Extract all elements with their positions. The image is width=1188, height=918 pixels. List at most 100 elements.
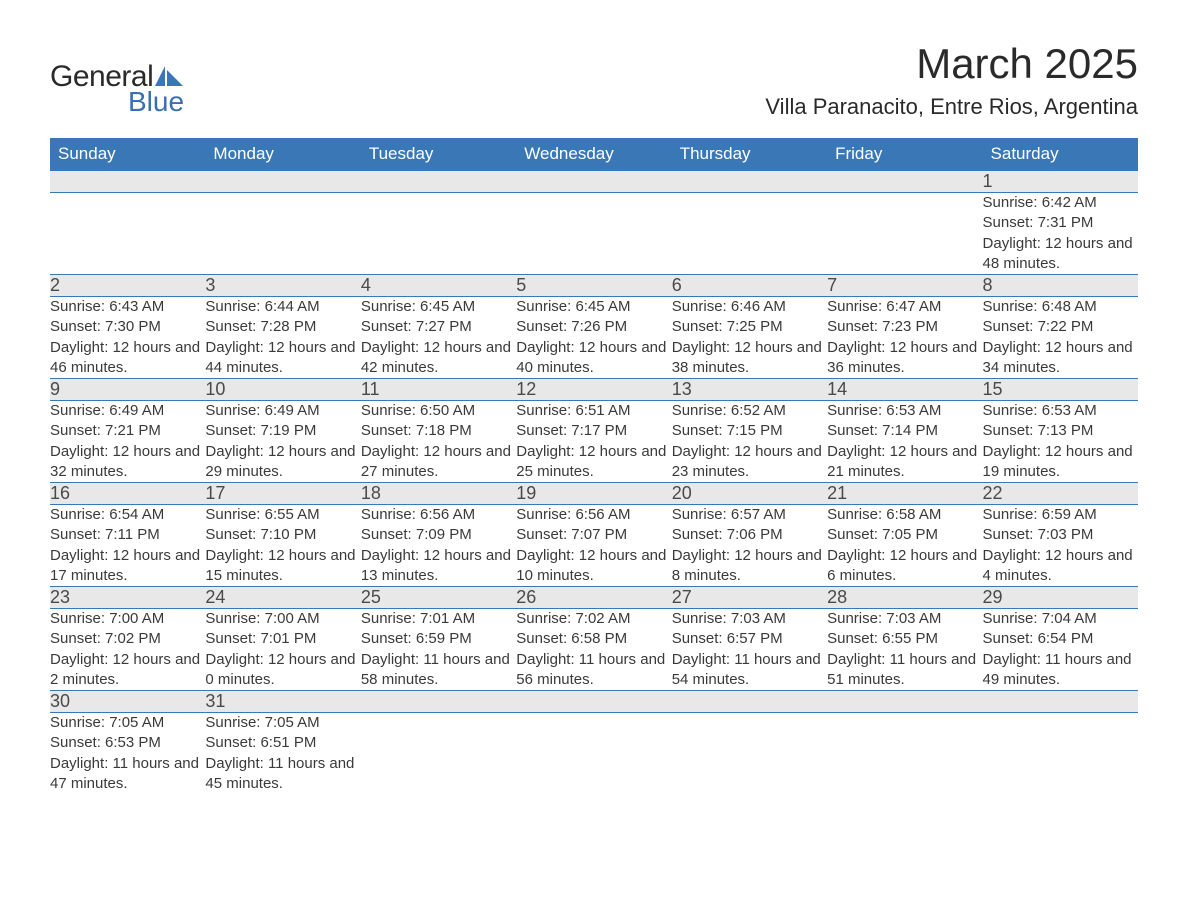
day-number-cell: 2 bbox=[50, 275, 205, 297]
day-number-cell: 28 bbox=[827, 587, 982, 609]
day-data-cell: Sunrise: 6:49 AMSunset: 7:21 PMDaylight:… bbox=[50, 401, 205, 483]
day-number-cell bbox=[361, 171, 516, 193]
day-data-row: Sunrise: 6:54 AMSunset: 7:11 PMDaylight:… bbox=[50, 505, 1138, 587]
day-data-row: Sunrise: 6:42 AMSunset: 7:31 PMDaylight:… bbox=[50, 193, 1138, 275]
day-data-cell: Sunrise: 6:50 AMSunset: 7:18 PMDaylight:… bbox=[361, 401, 516, 483]
day-number-cell: 19 bbox=[516, 483, 671, 505]
day-data-cell: Sunrise: 6:42 AMSunset: 7:31 PMDaylight:… bbox=[983, 193, 1138, 275]
day-number-cell: 25 bbox=[361, 587, 516, 609]
day-number-cell: 21 bbox=[827, 483, 982, 505]
day-data-cell: Sunrise: 7:04 AMSunset: 6:54 PMDaylight:… bbox=[983, 609, 1138, 691]
day-data-cell bbox=[983, 713, 1138, 795]
day-number-cell: 8 bbox=[983, 275, 1138, 297]
day-number-row: 23242526272829 bbox=[50, 587, 1138, 609]
page-header: General Blue March 2025 Villa Paranacito… bbox=[50, 40, 1138, 120]
day-data-cell: Sunrise: 7:00 AMSunset: 7:01 PMDaylight:… bbox=[205, 609, 360, 691]
day-data-cell: Sunrise: 6:53 AMSunset: 7:13 PMDaylight:… bbox=[983, 401, 1138, 483]
weekday-header: Saturday bbox=[983, 138, 1138, 171]
day-data-cell bbox=[361, 713, 516, 795]
day-data-cell bbox=[672, 713, 827, 795]
day-number-cell bbox=[50, 171, 205, 193]
weekday-header-row: SundayMondayTuesdayWednesdayThursdayFrid… bbox=[50, 138, 1138, 171]
day-number-cell: 17 bbox=[205, 483, 360, 505]
day-data-row: Sunrise: 6:43 AMSunset: 7:30 PMDaylight:… bbox=[50, 297, 1138, 379]
day-number-cell: 11 bbox=[361, 379, 516, 401]
day-data-cell: Sunrise: 6:58 AMSunset: 7:05 PMDaylight:… bbox=[827, 505, 982, 587]
day-data-cell: Sunrise: 6:48 AMSunset: 7:22 PMDaylight:… bbox=[983, 297, 1138, 379]
day-data-cell: Sunrise: 6:53 AMSunset: 7:14 PMDaylight:… bbox=[827, 401, 982, 483]
day-number-cell: 20 bbox=[672, 483, 827, 505]
day-data-row: Sunrise: 6:49 AMSunset: 7:21 PMDaylight:… bbox=[50, 401, 1138, 483]
day-data-cell bbox=[516, 193, 671, 275]
day-number-cell bbox=[827, 171, 982, 193]
sail-icon bbox=[155, 66, 183, 86]
day-number-cell: 7 bbox=[827, 275, 982, 297]
location-subtitle: Villa Paranacito, Entre Rios, Argentina bbox=[765, 94, 1138, 120]
day-data-cell: Sunrise: 7:05 AMSunset: 6:53 PMDaylight:… bbox=[50, 713, 205, 795]
day-data-cell bbox=[672, 193, 827, 275]
brand-blue: Blue bbox=[128, 86, 184, 118]
day-data-cell: Sunrise: 7:03 AMSunset: 6:55 PMDaylight:… bbox=[827, 609, 982, 691]
month-title: March 2025 bbox=[765, 40, 1138, 88]
day-data-cell: Sunrise: 7:02 AMSunset: 6:58 PMDaylight:… bbox=[516, 609, 671, 691]
day-data-cell: Sunrise: 6:44 AMSunset: 7:28 PMDaylight:… bbox=[205, 297, 360, 379]
day-data-cell: Sunrise: 6:56 AMSunset: 7:07 PMDaylight:… bbox=[516, 505, 671, 587]
day-data-row: Sunrise: 7:05 AMSunset: 6:53 PMDaylight:… bbox=[50, 713, 1138, 795]
day-data-cell: Sunrise: 7:00 AMSunset: 7:02 PMDaylight:… bbox=[50, 609, 205, 691]
weekday-header: Friday bbox=[827, 138, 982, 171]
day-data-cell bbox=[50, 193, 205, 275]
day-number-cell: 16 bbox=[50, 483, 205, 505]
day-number-cell: 10 bbox=[205, 379, 360, 401]
day-number-cell: 5 bbox=[516, 275, 671, 297]
day-data-cell: Sunrise: 6:57 AMSunset: 7:06 PMDaylight:… bbox=[672, 505, 827, 587]
day-data-cell: Sunrise: 6:46 AMSunset: 7:25 PMDaylight:… bbox=[672, 297, 827, 379]
day-number-cell: 24 bbox=[205, 587, 360, 609]
day-number-cell: 15 bbox=[983, 379, 1138, 401]
day-data-cell: Sunrise: 7:03 AMSunset: 6:57 PMDaylight:… bbox=[672, 609, 827, 691]
weekday-header: Tuesday bbox=[361, 138, 516, 171]
day-data-cell: Sunrise: 6:49 AMSunset: 7:19 PMDaylight:… bbox=[205, 401, 360, 483]
day-number-row: 16171819202122 bbox=[50, 483, 1138, 505]
day-number-cell bbox=[672, 691, 827, 713]
day-number-cell: 13 bbox=[672, 379, 827, 401]
day-data-cell: Sunrise: 6:52 AMSunset: 7:15 PMDaylight:… bbox=[672, 401, 827, 483]
weekday-header: Thursday bbox=[672, 138, 827, 171]
calendar-table: SundayMondayTuesdayWednesdayThursdayFrid… bbox=[50, 138, 1138, 794]
day-number-cell: 26 bbox=[516, 587, 671, 609]
day-number-cell: 6 bbox=[672, 275, 827, 297]
day-data-cell bbox=[361, 193, 516, 275]
day-number-cell bbox=[205, 171, 360, 193]
day-number-cell: 30 bbox=[50, 691, 205, 713]
day-data-cell bbox=[827, 193, 982, 275]
day-data-cell: Sunrise: 6:45 AMSunset: 7:26 PMDaylight:… bbox=[516, 297, 671, 379]
day-data-cell: Sunrise: 6:56 AMSunset: 7:09 PMDaylight:… bbox=[361, 505, 516, 587]
day-data-cell bbox=[827, 713, 982, 795]
day-number-cell bbox=[983, 691, 1138, 713]
day-data-cell: Sunrise: 6:55 AMSunset: 7:10 PMDaylight:… bbox=[205, 505, 360, 587]
day-number-row: 2345678 bbox=[50, 275, 1138, 297]
day-number-row: 1 bbox=[50, 171, 1138, 193]
day-number-cell: 9 bbox=[50, 379, 205, 401]
day-number-cell: 27 bbox=[672, 587, 827, 609]
day-number-cell: 12 bbox=[516, 379, 671, 401]
day-number-row: 3031 bbox=[50, 691, 1138, 713]
day-data-cell: Sunrise: 6:43 AMSunset: 7:30 PMDaylight:… bbox=[50, 297, 205, 379]
day-number-cell: 14 bbox=[827, 379, 982, 401]
day-number-cell: 22 bbox=[983, 483, 1138, 505]
day-number-cell: 23 bbox=[50, 587, 205, 609]
day-number-cell: 18 bbox=[361, 483, 516, 505]
day-number-cell bbox=[361, 691, 516, 713]
day-data-cell: Sunrise: 7:01 AMSunset: 6:59 PMDaylight:… bbox=[361, 609, 516, 691]
day-data-cell bbox=[205, 193, 360, 275]
day-data-row: Sunrise: 7:00 AMSunset: 7:02 PMDaylight:… bbox=[50, 609, 1138, 691]
day-data-cell: Sunrise: 6:59 AMSunset: 7:03 PMDaylight:… bbox=[983, 505, 1138, 587]
day-number-cell bbox=[516, 691, 671, 713]
day-data-cell: Sunrise: 6:54 AMSunset: 7:11 PMDaylight:… bbox=[50, 505, 205, 587]
title-block: March 2025 Villa Paranacito, Entre Rios,… bbox=[765, 40, 1138, 120]
day-number-cell: 29 bbox=[983, 587, 1138, 609]
day-number-cell: 4 bbox=[361, 275, 516, 297]
day-number-cell: 31 bbox=[205, 691, 360, 713]
day-number-cell bbox=[672, 171, 827, 193]
day-number-cell: 1 bbox=[983, 171, 1138, 193]
day-number-cell bbox=[827, 691, 982, 713]
